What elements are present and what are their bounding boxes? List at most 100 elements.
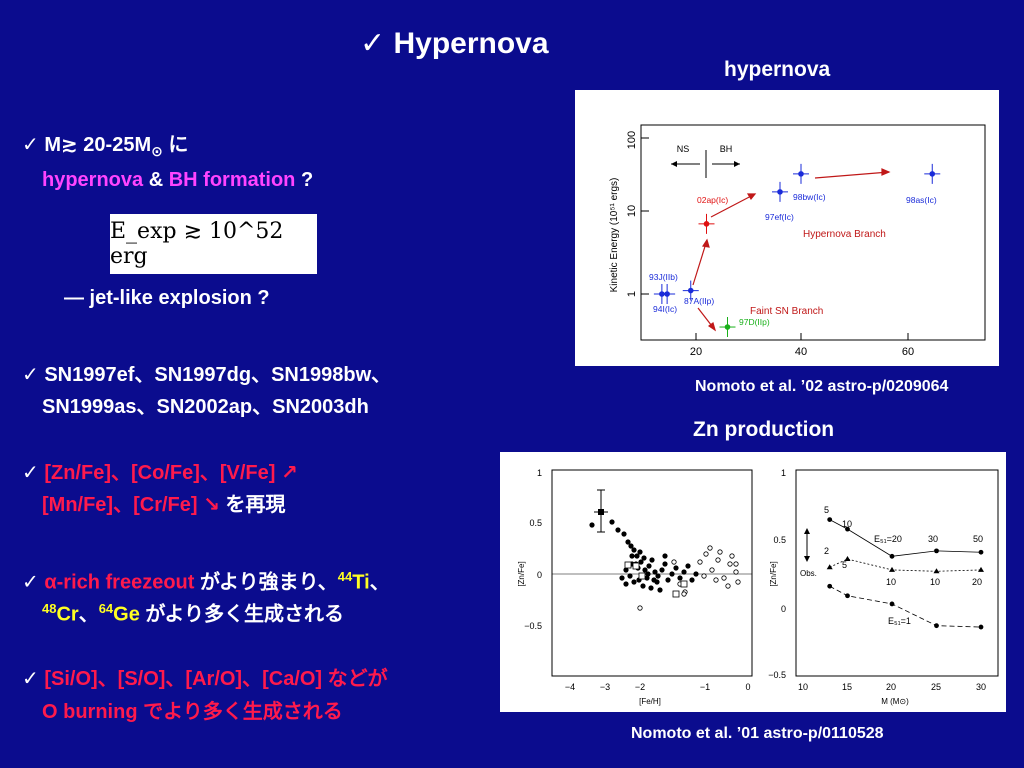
right-ytick-05: 0.5 (773, 535, 786, 545)
data-point-1 (777, 189, 783, 195)
bullet1-prefix: ✓ M (22, 134, 61, 156)
left-y-label: [Zn/Fe] (517, 561, 526, 586)
scatter-star-1 (609, 519, 615, 525)
scatter-star-52 (713, 577, 719, 583)
scatter-star-55 (637, 605, 643, 611)
scatter-star-26 (619, 575, 625, 581)
scatter-star-46 (733, 569, 739, 575)
scatter-star-49 (729, 553, 735, 559)
data-point-5 (664, 291, 670, 297)
energy-formula: E_exp ≳ 10^52 erg (110, 214, 317, 274)
right-ytick-1: 1 (781, 468, 786, 478)
label-02ap: 02ap(Ic) (697, 195, 728, 205)
model-point-2-1 (845, 593, 850, 599)
label-94i: 94I(Ic) (653, 304, 677, 314)
bullet1-mass: 20-25M (77, 134, 152, 156)
model-point-0-0 (827, 517, 833, 522)
y-tick-10: 10 (626, 205, 638, 217)
scatter-star-39 (662, 553, 668, 559)
right-xtick-30: 30 (976, 682, 986, 692)
obs-label: Obs. (800, 569, 817, 578)
scatter-star-45 (727, 561, 733, 567)
scatter-square-3 (680, 580, 688, 588)
left-xtick-m1: −1 (700, 682, 710, 692)
scatter-star-17 (662, 561, 668, 567)
bullet4-mid: がより強まり、 (194, 571, 338, 594)
scatter-star-22 (681, 569, 687, 575)
model-point-1-0 (826, 564, 833, 570)
e20-label: E₅₁=20 (874, 534, 902, 544)
scatter-star-18 (665, 577, 671, 583)
scatter-star-15 (655, 573, 661, 579)
data-point-0 (798, 171, 804, 177)
scatter-star-40 (697, 559, 703, 565)
scatter-star-36 (623, 567, 629, 573)
scatter-star-2 (615, 527, 621, 533)
label-93j: 93J(IIb) (649, 272, 678, 282)
ns-arrow-head (671, 161, 677, 167)
figure2-reference: Nomoto et al. ’01 astro-p/0110528 (631, 725, 884, 742)
bullet4-ti-sep: 、 (369, 571, 390, 594)
data-point-2 (929, 171, 936, 177)
bullet4-check: ✓ (22, 571, 45, 594)
right-xtick-10: 10 (798, 682, 808, 692)
bullet-sn-list-line1: ✓ SN1997ef、SN1997dg、SN1998bw、 (22, 364, 392, 386)
bullet1-gtrsim: ≳ (60, 134, 78, 156)
scatter-star-6 (631, 547, 637, 553)
question-text: ? (295, 169, 314, 191)
x-tick-40: 40 (795, 346, 807, 358)
left-xtick-0: 0 (745, 682, 750, 692)
scatter-square-2 (672, 590, 680, 598)
bullet-abundance-line1: ✓ [Zn/Fe]、[Co/Fe]、[V/Fe] ↗ (22, 458, 298, 489)
amp-text: & (143, 169, 169, 191)
right-ytick-0: 0 (781, 604, 786, 614)
zn-production-chart: 1 0.5 0 −0.5 −4 −3 −2 −1 0 [Fe/H] [Zn/Fe… (500, 452, 1006, 712)
y-tick-1: 1 (626, 291, 638, 297)
bullet-freezeout-line1: ✓ α-rich freezeout がより強まり、44Ti、 (22, 561, 390, 599)
hypernova-data-points (653, 163, 941, 338)
model-point-1-2 (889, 566, 895, 572)
bullet1-line2: hypernova & BH formation ? (42, 165, 313, 196)
scatter-star-43 (715, 557, 721, 563)
figure1-caption: hypernova (724, 58, 831, 81)
ns-label: NS (677, 144, 690, 154)
left-ytick-0: 0 (537, 570, 542, 580)
bullet-mass-range: ✓ M≳ 20-25M⊙ に (22, 130, 188, 167)
alpha-rich-freezeout: α-rich freezeout (44, 571, 195, 594)
hypernova-branch-label: Hypernova Branch (803, 229, 886, 240)
energy-formula-text: E_exp ≳ 10^52 erg (110, 219, 284, 269)
bh-arrow-head (734, 161, 740, 167)
scatter-star-50 (735, 579, 741, 585)
obs-arrow-up (804, 528, 810, 534)
label-98as: 98as(Ic) (906, 195, 937, 205)
bullet-oxygen-burning-line2: O burning でより多く生成される (42, 701, 343, 723)
left-plot-frame (551, 469, 753, 677)
bh-formation-text: BH formation (168, 169, 296, 191)
e1-label: E₅₁=1 (888, 616, 911, 626)
left-xtick-m2: −2 (635, 682, 645, 692)
figure2-caption: Zn production (693, 418, 835, 441)
scatter-star-54 (733, 561, 739, 567)
ti-element: Ti (352, 571, 370, 594)
ge-mass-number: 64 (98, 601, 114, 616)
model-point-2-3 (934, 623, 939, 629)
bullet1-suffix: に (162, 134, 189, 156)
bullet5-check: ✓ (22, 668, 45, 690)
right-xtick-15: 15 (842, 682, 852, 692)
line-label-10b: 10 (886, 577, 896, 587)
model-point-1-1 (844, 556, 851, 562)
zn-production-svg: 1 0.5 0 −0.5 −4 −3 −2 −1 0 [Fe/H] [Zn/Fe… (517, 468, 999, 706)
scatter-star-53 (701, 573, 707, 579)
data-point-7 (724, 324, 731, 330)
label-87a: 87A(IIp) (684, 296, 714, 306)
x-tick-20: 20 (690, 346, 702, 358)
bullet3-increase: [Zn/Fe]、[Co/Fe]、[V/Fe] ↗ (44, 462, 298, 484)
line-label-5a: 5 (824, 505, 829, 515)
right-plot-frame (795, 469, 999, 677)
scatter-square-1 (632, 562, 640, 570)
scatter-star-20 (673, 565, 679, 571)
model-point-0-2 (889, 553, 895, 559)
scatter-star-57 (671, 559, 677, 565)
scatter-star-35 (657, 587, 663, 593)
bullet-freezeout-line2: 48Cr、64Ge がより多く生成される (42, 593, 344, 631)
